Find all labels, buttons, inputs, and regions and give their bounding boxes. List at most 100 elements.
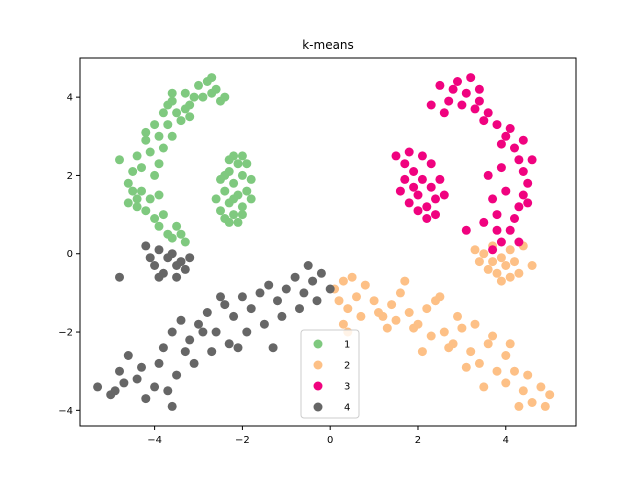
point-cluster-2-32 [444, 343, 454, 353]
point-cluster-1-39 [176, 229, 186, 239]
y-tick-label-1: −2 [58, 328, 73, 339]
point-cluster-1-22 [163, 120, 173, 130]
point-cluster-3-14 [413, 206, 423, 216]
point-cluster-4-48 [154, 245, 164, 255]
chart-title: k-means [302, 38, 354, 52]
point-cluster-4-57 [141, 241, 151, 251]
point-cluster-3-33 [510, 214, 519, 223]
point-cluster-1-7 [180, 88, 190, 98]
point-cluster-3-10 [426, 159, 436, 169]
point-cluster-3-27 [510, 143, 519, 153]
point-cluster-2-22 [501, 378, 511, 388]
point-cluster-1-14 [141, 206, 151, 216]
point-cluster-4-53 [167, 249, 177, 259]
point-cluster-4-2 [115, 366, 124, 376]
point-cluster-3-43 [492, 210, 502, 220]
point-cluster-4-0 [93, 382, 103, 392]
point-cluster-1-30 [158, 210, 168, 220]
point-cluster-3-8 [431, 194, 440, 204]
point-cluster-2-39 [338, 319, 348, 329]
point-cluster-4-20 [264, 280, 274, 290]
legend-label-2: 2 [344, 361, 350, 372]
point-cluster-1-27 [158, 143, 168, 153]
point-cluster-3-56 [453, 77, 462, 86]
point-cluster-4-29 [295, 304, 304, 314]
point-cluster-1-69 [216, 206, 225, 216]
point-cluster-3-44 [496, 139, 506, 149]
point-cluster-3-20 [435, 80, 445, 90]
point-cluster-2-47 [540, 401, 550, 411]
point-cluster-3-17 [422, 214, 432, 223]
point-cluster-3-55 [474, 84, 484, 94]
point-cluster-3-7 [422, 202, 432, 212]
point-cluster-4-13 [202, 308, 212, 317]
point-cluster-1-73 [237, 151, 247, 161]
point-cluster-1-0 [123, 178, 133, 188]
point-cluster-3-34 [505, 225, 515, 235]
point-cluster-1-59 [229, 210, 239, 220]
point-cluster-3-24 [483, 108, 493, 118]
point-cluster-2-65 [527, 261, 537, 270]
point-cluster-1-32 [128, 186, 138, 196]
point-cluster-2-50 [479, 249, 489, 259]
point-cluster-1-5 [158, 108, 168, 118]
point-cluster-4-8 [158, 343, 168, 353]
point-cluster-4-26 [316, 268, 326, 278]
point-cluster-4-41 [216, 292, 225, 302]
point-cluster-4-3 [123, 351, 133, 360]
point-cluster-4-27 [325, 284, 335, 294]
point-cluster-2-13 [422, 304, 432, 314]
point-cluster-4-58 [172, 272, 182, 282]
point-cluster-3-26 [501, 131, 511, 141]
point-cluster-1-62 [242, 186, 252, 196]
point-cluster-1-8 [194, 80, 203, 90]
point-cluster-1-18 [167, 233, 177, 243]
point-cluster-4-14 [211, 327, 221, 337]
point-cluster-1-53 [237, 170, 247, 180]
point-cluster-2-33 [426, 331, 436, 341]
point-cluster-4-42 [303, 261, 313, 270]
point-cluster-4-55 [180, 264, 190, 274]
point-cluster-3-47 [439, 108, 449, 118]
point-cluster-2-21 [492, 366, 502, 376]
y-tick-label-0: −4 [58, 406, 73, 417]
point-cluster-2-37 [356, 311, 366, 321]
point-cluster-1-44 [163, 100, 173, 110]
point-cluster-2-3 [334, 296, 344, 306]
point-cluster-2-30 [479, 382, 489, 392]
point-cluster-3-46 [466, 73, 476, 83]
point-cluster-4-30 [277, 311, 287, 321]
point-cluster-2-11 [404, 308, 414, 317]
point-cluster-3-16 [404, 147, 414, 157]
point-cluster-3-30 [523, 178, 533, 188]
point-cluster-3-29 [518, 167, 528, 176]
point-cluster-3-23 [474, 96, 484, 106]
point-cluster-1-70 [246, 194, 256, 204]
point-cluster-3-3 [417, 174, 427, 184]
point-cluster-2-56 [501, 261, 511, 270]
legend-marker-3 [313, 381, 323, 391]
ticks-layer: −4 −2 0 2 4 −4 −2 0 2 4 [58, 93, 509, 446]
point-cluster-4-54 [176, 257, 186, 267]
point-cluster-4-38 [137, 362, 146, 372]
legend-marker-4 [313, 402, 323, 412]
point-cluster-4-56 [154, 272, 164, 282]
point-cluster-3-57 [523, 198, 533, 208]
point-cluster-1-43 [185, 112, 195, 122]
point-cluster-1-55 [220, 186, 230, 196]
point-cluster-2-55 [492, 268, 502, 278]
point-cluster-3-48 [527, 155, 537, 165]
point-cluster-3-59 [492, 225, 502, 235]
point-cluster-3-18 [431, 210, 440, 220]
point-cluster-1-20 [145, 147, 155, 157]
point-cluster-1-42 [167, 88, 177, 98]
point-cluster-4-15 [220, 300, 230, 310]
point-cluster-3-35 [496, 237, 506, 247]
point-cluster-4-44 [110, 386, 120, 396]
point-cluster-4-4 [132, 374, 142, 384]
point-cluster-3-49 [514, 237, 524, 247]
point-cluster-4-47 [198, 327, 208, 337]
y-tick-label-4: 4 [67, 93, 73, 104]
point-cluster-3-25 [492, 120, 502, 130]
point-cluster-2-43 [470, 319, 480, 329]
